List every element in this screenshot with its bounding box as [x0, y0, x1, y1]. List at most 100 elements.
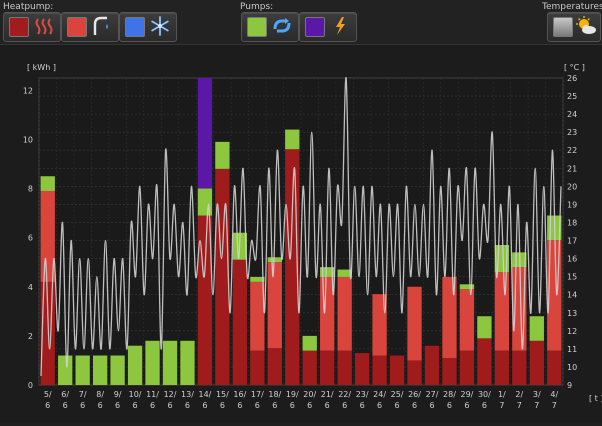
temperatures-outdoor-toggle[interactable] [547, 12, 601, 42]
x-tick-label: 19/ [286, 390, 299, 399]
bar-segment-circulation-pump [145, 340, 160, 385]
bar-segment-heating [337, 350, 352, 385]
x-tick-label: 26/ [408, 390, 421, 399]
bar-segment-heating [547, 350, 562, 385]
bar-segment-heating [215, 168, 230, 385]
bar-segment-heating [389, 355, 405, 385]
right-axis-tick-label: 21 [567, 164, 577, 173]
bar-segment-hot-water [459, 289, 475, 351]
bar-segment-hot-water [372, 294, 387, 356]
x-tick-label: 6/ [61, 390, 69, 399]
temperatures-label: Temperatures: [542, 2, 602, 12]
x-tick-label: 10/ [129, 390, 142, 399]
tap-icon [93, 16, 108, 35]
bar-segment-heating [477, 338, 492, 385]
bar-segment-circulation-pump [267, 257, 282, 263]
bar-segment-circulation-pump [215, 141, 230, 169]
lightning-icon [336, 17, 345, 35]
right-axis-tick-label: 22 [567, 146, 577, 155]
chart-bars [40, 78, 562, 385]
heatpump-heating-toggle[interactable] [3, 12, 61, 42]
bar-segment-hot-water [40, 190, 55, 282]
x-tick-label-month: 6 [272, 401, 277, 410]
x-tick-label-month: 6 [412, 401, 417, 410]
heatpump-cooling-toggle[interactable] [119, 12, 177, 42]
x-tick-label-month: 6 [185, 401, 190, 410]
toolbar: Heatpump: Pumps: Temperatures: [0, 0, 602, 44]
bar-segment-circulation-pump [529, 316, 544, 341]
right-axis-tick-label: 17 [567, 237, 577, 246]
right-axis-tick-label: 10 [567, 363, 577, 372]
bar-segment-heating [494, 350, 510, 385]
cooling-color-button[interactable] [125, 17, 145, 37]
right-axis-tick-label: 25 [567, 92, 577, 101]
x-tick-label-month: 6 [447, 401, 452, 410]
outdoor-color-button[interactable] [553, 17, 573, 37]
right-axis-tick-label: 13 [567, 309, 577, 318]
x-tick-label: 8/ [96, 390, 104, 399]
heatpump-label: Heatpump: [3, 2, 54, 12]
left-axis-tick-label: 8 [28, 185, 33, 194]
bar-segment-heating [354, 353, 370, 385]
bar-segment-circulation-pump [477, 316, 492, 339]
bar-segment-circulation-pump [337, 269, 352, 277]
x-tick-label: 17/ [251, 390, 264, 399]
right-axis-tick-label: 14 [567, 291, 577, 300]
temperature-series [40, 77, 562, 377]
x-tick-label-month: 6 [325, 401, 330, 410]
pump-icon [273, 18, 291, 33]
x-tick-label: 29/ [460, 390, 473, 399]
x-tick-label: 5/ [44, 390, 52, 399]
bar-segment-heating [302, 350, 317, 385]
x-tick-label: 2/ [515, 390, 523, 399]
ground-color-button[interactable] [305, 17, 325, 37]
right-axis-tick-label: 15 [567, 273, 577, 282]
circulation-color-button[interactable] [247, 17, 267, 37]
heating-color-button[interactable] [9, 17, 29, 37]
x-tick-label-month: 6 [255, 401, 260, 410]
bar-segment-heating [372, 355, 387, 385]
x-tick-label-month: 6 [220, 401, 225, 410]
right-axis-tick-label: 23 [567, 128, 577, 137]
x-tick-label-month: 6 [133, 401, 138, 410]
bar-segment-hot-water [494, 272, 510, 351]
bar-segment-circulation-pump [127, 345, 143, 385]
x-tick-label: 16/ [233, 390, 246, 399]
x-axis-unit: [ t ] [589, 394, 602, 403]
pumps-ground-toggle[interactable] [299, 12, 357, 42]
x-tick-label: 13/ [181, 390, 194, 399]
x-tick-label: 23/ [356, 390, 369, 399]
bar-segment-circulation-pump [250, 276, 265, 282]
bar-segment-hot-water [267, 262, 282, 349]
x-tick-label: 4/ [550, 390, 558, 399]
bar-segment-hot-water [337, 276, 352, 351]
x-tick-label: 3/ [533, 390, 541, 399]
bar-segment-circulation-pump [180, 340, 195, 385]
x-tick-label-month: 7 [552, 401, 557, 410]
right-axis-tick-label: 19 [567, 200, 577, 209]
bar-segment-heating [512, 350, 527, 385]
x-tick-label-month: 6 [290, 401, 295, 410]
x-tick-label: 9/ [114, 390, 122, 399]
bar-segment-hot-water [407, 286, 422, 361]
x-tick-label-month: 7 [517, 401, 522, 410]
snowflake-icon [151, 16, 169, 36]
x-tick-label-month: 6 [395, 401, 400, 410]
bar-segment-heating [442, 357, 457, 385]
pumps-circulation-toggle[interactable] [241, 12, 299, 42]
hot-water-color-button[interactable] [67, 17, 87, 37]
x-tick-label-month: 6 [150, 401, 155, 410]
right-axis-tick-label: 24 [567, 110, 577, 119]
left-axis-tick-label: 12 [23, 86, 33, 95]
bar-segment-circulation-pump [197, 188, 213, 216]
bar-segment-circulation-pump [285, 129, 300, 150]
sun-cloud-icon [576, 16, 596, 34]
x-tick-label: 28/ [443, 390, 456, 399]
left-axis-tick-label: 0 [28, 381, 33, 390]
heatpump-hotwater-toggle[interactable] [61, 12, 119, 42]
bar-segment-ground-pump [197, 78, 213, 189]
x-tick-label-month: 6 [167, 401, 172, 410]
x-tick-label: 15/ [216, 390, 229, 399]
right-axis-tick-label: 26 [567, 74, 577, 83]
x-tick-label-month: 7 [499, 401, 504, 410]
